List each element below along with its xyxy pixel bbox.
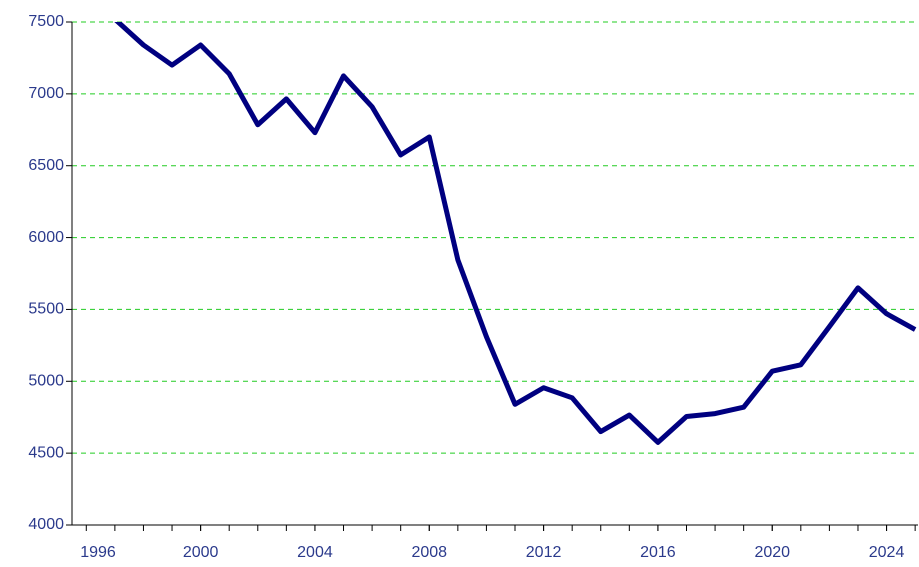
x-tick-label: 1996 [80,544,116,561]
x-tick-label: 2012 [526,544,562,561]
x-tick-label: 2016 [640,544,676,561]
y-tick-label: 4500 [28,444,64,461]
x-tick-label: 2000 [183,544,219,561]
y-tick-label: 4000 [28,516,64,533]
y-tick-label: 7500 [28,13,64,30]
x-tick-label: 2004 [297,544,333,561]
x-tick-label: 2020 [754,544,790,561]
y-tick-label: 6500 [28,157,64,174]
x-tick-label: 2008 [411,544,447,561]
data-line [114,22,917,445]
y-tick-label: 6000 [28,229,64,246]
y-tick-label: 5500 [28,301,64,318]
y-tick-label: 5000 [28,373,64,390]
x-tick-label: 2024 [869,544,905,561]
y-tick-label: 7000 [28,85,64,102]
